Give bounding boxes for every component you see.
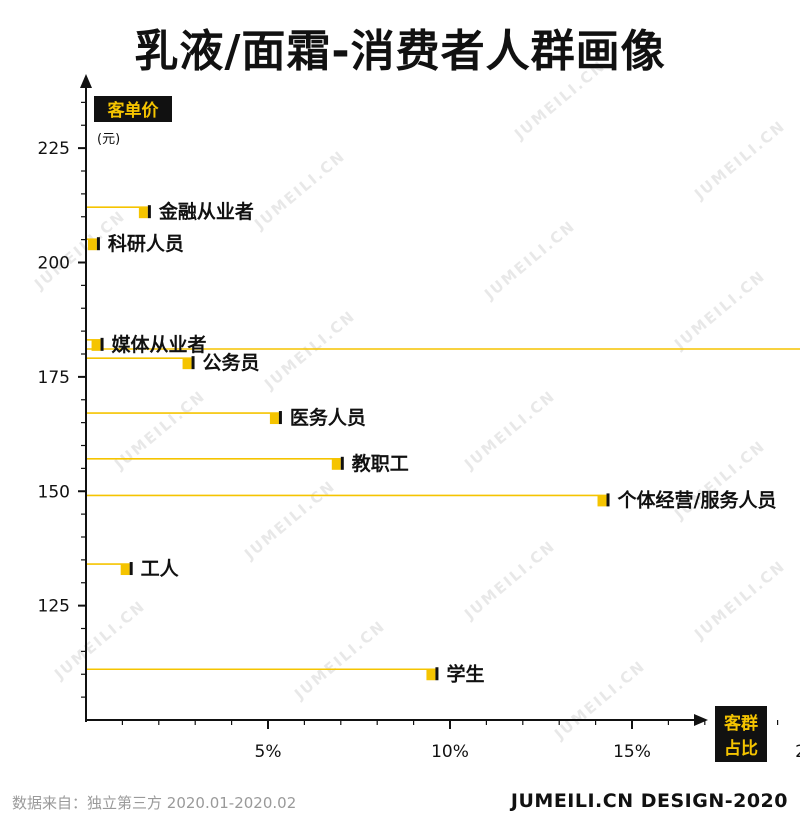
watermark-text-1: JUMEILI.CN (690, 117, 789, 204)
watermark-text-10: JUMEILI.CN (240, 477, 339, 564)
data-point-label: 金融从业者 (158, 200, 254, 223)
data-point-marker (597, 495, 607, 507)
y-tick-label: 150 (38, 482, 70, 502)
data-point-marker (426, 669, 436, 681)
data-point-label: 公务员 (203, 351, 260, 374)
y-axis-label: 客单价 (107, 100, 160, 121)
data-point-marker-edge (340, 456, 344, 470)
x-axis-label-line-1: 客群 (723, 713, 758, 734)
data-point-marker (91, 339, 101, 351)
y-tick-label: 200 (38, 254, 70, 274)
data-point-marker-edge (606, 493, 610, 507)
data-point-marker (182, 358, 192, 370)
watermark-layer: JUMEILI.CN JUMEILI.CN JUMEILI.CN JUMEILI.CN… (30, 57, 789, 744)
watermark-text-4: JUMEILI.CN (670, 267, 769, 354)
watermark-text-3: JUMEILI.CN (480, 217, 579, 304)
data-point-marker-edge (96, 237, 100, 251)
watermark-text-7: JUMEILI.CN (460, 387, 559, 474)
y-tick-label: 125 (38, 597, 70, 617)
data-point-label: 个体经营/服务人员 (617, 488, 777, 511)
watermark-text-2: JUMEILI.CN (250, 147, 349, 234)
guide-lines (86, 206, 800, 671)
watermark-text-0: JUMEILI.CN (510, 57, 609, 144)
data-marks: 金融从业者科研人员媒体从业者公司职员公务员医务人员教职工个体经营/服务人员工人学… (87, 200, 777, 685)
y-axis-unit: (元) (97, 132, 120, 147)
data-point-label: 媒体从业者 (112, 333, 207, 356)
watermark-text-9: JUMEILI.CN (110, 387, 209, 474)
x-tick-label: 5% (255, 742, 282, 762)
data-point-marker-edge (147, 205, 151, 219)
axes: 1251501752002255%10%15%20%25%30%客单价(元)客群… (38, 74, 800, 762)
data-point-label: 科研人员 (108, 232, 184, 255)
x-tick-label: 20% (795, 742, 800, 762)
watermark-text-12: JUMEILI.CN (690, 557, 789, 644)
watermark-text-15: JUMEILI.CN (550, 657, 649, 744)
source-note: 数据来自：独立第三方 2020.01-2020.02 (12, 794, 297, 812)
data-point-label: 学生 (446, 662, 484, 685)
data-point-label: 教职工 (352, 452, 409, 475)
data-point-marker-edge (278, 411, 282, 425)
data-point-marker-edge (100, 337, 104, 351)
x-axis-arrow-icon (694, 714, 708, 726)
x-axis-label-line-2: 占比 (724, 738, 758, 759)
brand-credit: JUMEILI.CN DESIGN-2020 (510, 790, 788, 812)
data-point-marker (269, 413, 279, 425)
watermark-text-6: JUMEILI.CN (260, 307, 359, 394)
data-point-marker (138, 207, 148, 219)
data-point-marker (87, 239, 97, 251)
watermark-text-14: JUMEILI.CN (290, 617, 389, 704)
x-tick-label: 10% (431, 742, 469, 762)
x-axis-label-box (715, 706, 767, 762)
data-point-marker-edge (191, 356, 195, 370)
page-title: 乳液/面霜-消费者人群画像 (134, 26, 666, 77)
y-tick-label: 225 (38, 139, 70, 159)
y-axis-arrow-icon (80, 74, 92, 88)
data-point-marker-edge (435, 667, 439, 681)
y-axis-label-box (94, 96, 172, 122)
x-tick-label: 15% (613, 742, 651, 762)
data-point-label: 医务人员 (290, 406, 366, 429)
watermark-text-11: JUMEILI.CN (460, 537, 559, 624)
data-point-marker (120, 564, 130, 576)
data-point-marker-edge (129, 562, 133, 576)
y-tick-label: 175 (38, 368, 70, 388)
data-point-label: 工人 (141, 558, 180, 580)
data-point-marker (331, 458, 341, 470)
